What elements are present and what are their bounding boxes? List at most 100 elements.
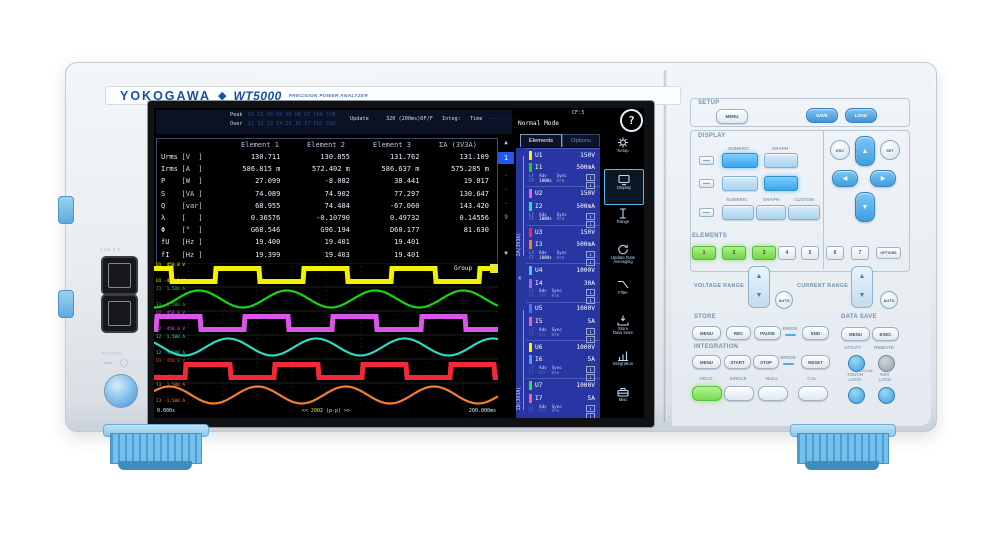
rec-button[interactable]: REC	[726, 326, 751, 340]
range-down-icon[interactable]: ▼	[755, 292, 763, 299]
element-1-button[interactable]: 1	[692, 246, 716, 260]
display2-numeric-button[interactable]	[722, 176, 758, 191]
table-row: Φ [° ] G68.546 G96.194 D60.177 81.630	[161, 226, 489, 235]
column-header: Element 1	[241, 141, 279, 149]
integration-menu-button[interactable]: MENU	[692, 355, 721, 369]
element-3-button[interactable]: 3	[752, 246, 776, 260]
setup-menu-button[interactable]: MENU	[716, 109, 748, 124]
arrow-up-button[interactable]: ▲	[855, 136, 875, 166]
display3-custom-button[interactable]	[788, 205, 820, 220]
hold-button[interactable]	[692, 386, 722, 401]
stop-button[interactable]: STOP	[753, 355, 779, 369]
menu-store[interactable]: Store Data Save	[604, 311, 642, 345]
display3-numeric-button[interactable]	[722, 205, 754, 220]
page-current[interactable]: 1	[498, 152, 514, 164]
display1-numeric-button[interactable]	[722, 153, 758, 168]
voltage-auto-button[interactable]: AUTO	[775, 291, 793, 309]
range-up-icon[interactable]: ▲	[755, 273, 763, 280]
null-label: NULL	[765, 376, 779, 381]
time-start: 0.000s	[157, 408, 176, 414]
table-row: λ[ ] 0.36576 -0.10790 0.49732 0.14556	[161, 214, 489, 223]
element-item-5[interactable]: U5 1000V I5 5A LF FF Adv OFF Sync Hrm 1 1	[526, 301, 600, 343]
arrow-left-button[interactable]: ◀	[832, 170, 858, 187]
touch-lock-button[interactable]	[848, 387, 865, 404]
display1-graph-button[interactable]	[764, 153, 798, 168]
cal-button[interactable]	[798, 386, 828, 401]
measurement-table: Element 1 Element 2 Element 3 ΣA (3V3A) Urm…	[156, 138, 498, 264]
menu-setup[interactable]: Setup	[604, 133, 642, 167]
page-last[interactable]: 9	[504, 214, 508, 221]
datasave-title: DATA SAVE	[841, 314, 877, 320]
tab-elements[interactable]: Elements	[520, 134, 562, 147]
current-range-rocker[interactable]: ▲ ▼	[851, 266, 873, 308]
options-button[interactable]: OPTIONS	[876, 247, 901, 259]
utility-button[interactable]	[848, 355, 865, 372]
column-header: Element 2	[307, 141, 345, 149]
set-button[interactable]: SET	[880, 140, 900, 160]
table-row: P [W ] 27.099 -8.082 38.441 19.017	[161, 177, 489, 186]
menu-display[interactable]: Display	[604, 168, 644, 205]
help-icon[interactable]: ?	[620, 109, 643, 132]
hold-label: HOLD	[699, 376, 713, 381]
start-button[interactable]: START	[724, 355, 751, 369]
element-4-button[interactable]: 4	[778, 246, 796, 260]
local-label: LOCAL	[860, 369, 874, 373]
element-item-3[interactable]: U3 150V I3 500mA LF FF Adv 100Hz Sync Hrm 1 1	[526, 224, 600, 266]
page-down-icon[interactable]: ▼	[504, 250, 508, 257]
current-auto-button[interactable]: AUTO	[880, 291, 898, 309]
reset-button[interactable]: RESET	[801, 355, 830, 369]
menu-misc[interactable]: Misc	[604, 382, 642, 416]
esc-button[interactable]: ESC	[830, 140, 850, 160]
save-button[interactable]: SAVE	[806, 108, 838, 123]
menu-range[interactable]: Range	[604, 204, 642, 238]
trace-scale-label: I1 1.500 A	[156, 287, 186, 292]
tab-options[interactable]: Options	[562, 134, 600, 147]
usb-port[interactable]	[101, 256, 138, 295]
null-button[interactable]	[758, 386, 788, 401]
single-button[interactable]	[724, 386, 754, 401]
element-item-1[interactable]: U1 150V I1 500mA LF FF Adv 100Hz Sync Hrm 1 1	[526, 148, 600, 190]
store-menu-button[interactable]: MENU	[692, 326, 721, 340]
menu-integration[interactable]: Integration	[604, 346, 642, 380]
power-off-symbol-icon	[104, 362, 112, 364]
range-up-icon[interactable]: ▲	[858, 273, 866, 280]
voltage-range-rocker[interactable]: ▲ ▼	[748, 266, 770, 308]
load-button[interactable]: LOAD	[845, 108, 877, 123]
store-icon	[617, 315, 629, 326]
datasave-menu-button[interactable]: MENU	[841, 327, 870, 341]
setup-title: SETUP	[698, 100, 720, 106]
display-lamp	[699, 208, 714, 217]
end-button[interactable]: END	[802, 326, 829, 340]
element-6-button[interactable]: 6	[826, 246, 844, 260]
element-item-4[interactable]: U4 1000V I4 30A LF FF Adv OFF Sync Hrm 1 1	[526, 263, 600, 305]
time-value: ----:--:--	[487, 116, 519, 122]
cal-label: CAL	[807, 376, 817, 381]
numeric-header: NUMERIC	[728, 146, 750, 151]
element-item-2[interactable]: U2 150V I2 500mA LF FF Adv 100Hz Sync Hrm 1 1	[526, 186, 600, 228]
element-item-7[interactable]: U7 1000V I7 5A LF FF Adv OFF Sync Hrm 1 1	[526, 378, 600, 418]
arrow-down-button[interactable]: ▼	[855, 192, 875, 222]
element-7-button[interactable]: 7	[851, 246, 869, 260]
store-error-label: ERROR	[782, 326, 798, 331]
menu-item-label: Range	[616, 219, 630, 224]
trace-scale-label: U3 450.0 V	[156, 359, 186, 364]
exec-button[interactable]: EXEC	[872, 327, 899, 341]
menu-filter[interactable]: Filter	[604, 275, 642, 309]
element-5-button[interactable]: 5	[801, 246, 819, 260]
integ-label: Integ:	[442, 116, 461, 122]
key-lock-button[interactable]	[878, 387, 895, 404]
element-item-6[interactable]: U6 1000V I6 5A LF FF Adv OFF Sync Hrm 1 1	[526, 340, 600, 382]
usb-port[interactable]	[101, 294, 138, 333]
range-down-icon[interactable]: ▼	[858, 292, 866, 299]
touchscreen[interactable]: Peak Over U1 U2 U3 U4 U5 U6 U7 ChA ChB I…	[154, 108, 644, 418]
power-button[interactable]	[104, 374, 138, 408]
pause-button[interactable]: PAUSE	[754, 326, 781, 340]
page-up-icon[interactable]: ▲	[504, 139, 508, 146]
brand-name: YOKOGAWA	[120, 88, 212, 103]
display3-graph-button[interactable]	[756, 205, 786, 220]
display2-graph-button[interactable]	[764, 176, 798, 191]
menu-update-rate[interactable]: Update Rate Averaging	[604, 240, 642, 274]
element-2-button[interactable]: 2	[722, 246, 746, 260]
arrow-right-button[interactable]: ▶	[870, 170, 896, 187]
